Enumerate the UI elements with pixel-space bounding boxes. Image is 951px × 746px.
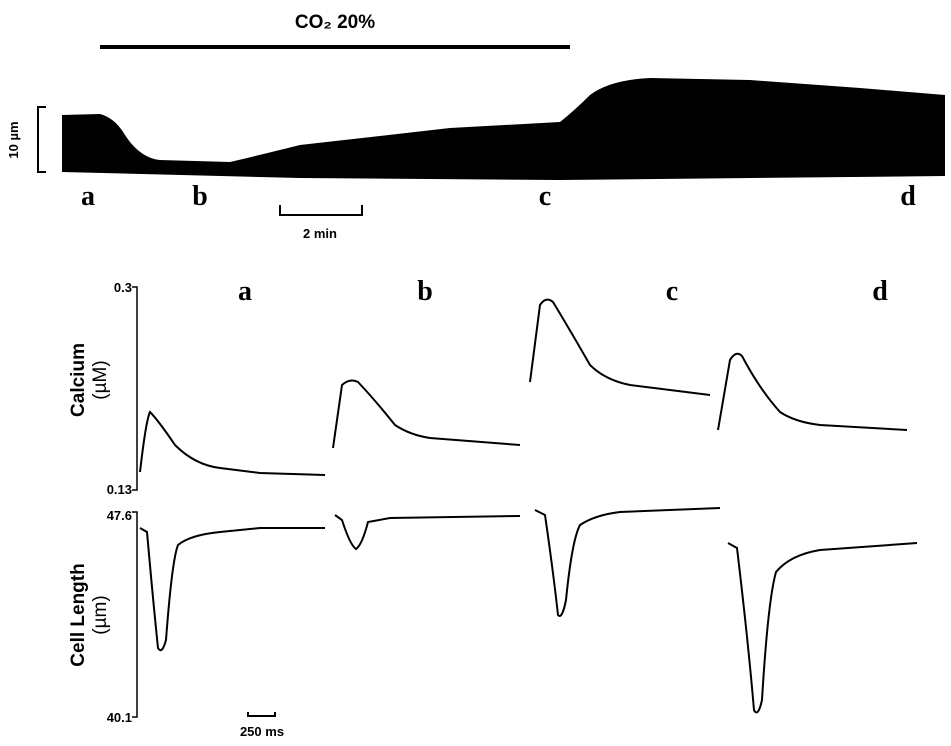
scale-bar-x bbox=[279, 205, 363, 216]
stimulus-bar bbox=[100, 45, 570, 49]
scale-bar-x-label: 2 min bbox=[303, 226, 337, 241]
panel-label: a bbox=[238, 276, 252, 307]
time-point: d bbox=[900, 181, 916, 212]
calcium-trace bbox=[717, 352, 908, 431]
axis-max: 0.3 bbox=[114, 280, 132, 295]
panel-label: d bbox=[872, 276, 888, 307]
time-point: a bbox=[81, 181, 95, 212]
calcium-trace bbox=[139, 410, 326, 476]
time-point: c bbox=[539, 181, 551, 212]
length-trace bbox=[727, 542, 918, 714]
time-point: b bbox=[192, 181, 208, 212]
axis-label: Calcium bbox=[68, 343, 89, 417]
cell-length-trace bbox=[62, 78, 945, 180]
axis-unit: (µm) bbox=[90, 595, 111, 634]
panel-label: c bbox=[666, 276, 678, 307]
panel-label: b bbox=[417, 276, 433, 307]
axis-label: Cell Length bbox=[68, 563, 89, 666]
stimulus-label: CO₂ 20% bbox=[295, 12, 375, 33]
calcium-trace bbox=[332, 379, 521, 449]
calcium-trace bbox=[529, 298, 711, 396]
length-axis bbox=[132, 511, 138, 718]
axis-unit: (µM) bbox=[90, 360, 111, 399]
axis-min: 0.13 bbox=[107, 482, 132, 497]
length-trace bbox=[534, 507, 721, 617]
scale-bar-x bbox=[247, 712, 276, 717]
axis-max: 47.6 bbox=[107, 508, 132, 523]
calcium-axis bbox=[132, 286, 138, 491]
scale-bar-x-label: 250 ms bbox=[240, 724, 284, 739]
length-trace bbox=[139, 527, 325, 652]
scale-bar-y-label: 10 µm bbox=[6, 121, 21, 158]
scale-bar-y bbox=[37, 106, 46, 173]
axis-min: 40.1 bbox=[107, 710, 132, 725]
length-trace bbox=[334, 514, 521, 551]
